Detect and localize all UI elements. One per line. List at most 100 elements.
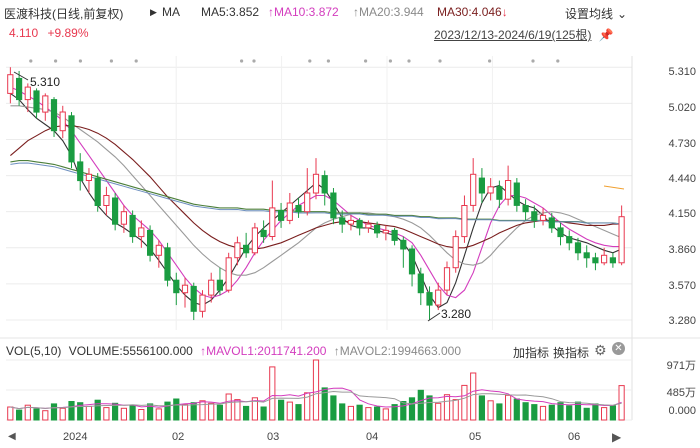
volume-bar xyxy=(164,401,171,421)
candle-body xyxy=(208,279,215,296)
candle-body xyxy=(566,236,573,244)
candle-body xyxy=(304,192,311,213)
event-marker-dot xyxy=(556,59,560,63)
volume-axis-label: 971万 xyxy=(666,360,696,372)
candle-body xyxy=(574,242,582,254)
scroll-left-icon[interactable]: ◀ xyxy=(8,431,16,442)
x-axis-label: 02 xyxy=(172,431,185,443)
candle-body xyxy=(356,219,363,229)
candle-body xyxy=(435,289,442,306)
volume-bar xyxy=(505,394,512,421)
volume-bar xyxy=(496,403,503,421)
volume-bar xyxy=(574,401,582,421)
volume-bar xyxy=(59,407,66,421)
volume-bar xyxy=(391,404,398,421)
event-marker-dot xyxy=(29,59,33,63)
event-marker-dot xyxy=(488,59,492,63)
event-marker-dot xyxy=(407,59,411,63)
annotations: 5.310 3.280 xyxy=(13,71,625,322)
volume-bar xyxy=(443,394,451,421)
volume-bar xyxy=(243,405,250,421)
volume-bar xyxy=(216,404,224,421)
volume-ma-lines xyxy=(10,387,622,410)
candle-body xyxy=(24,86,31,101)
candle-body xyxy=(7,74,14,94)
ma120-line xyxy=(10,162,622,225)
mavol2-line xyxy=(10,390,622,410)
event-marker-dot xyxy=(240,59,244,63)
candle-body xyxy=(33,90,40,113)
candle-body xyxy=(339,217,346,225)
stock-header: 医渡科技(日线,前复权) xyxy=(4,5,123,22)
candle-body xyxy=(592,257,599,264)
candle-body xyxy=(496,186,503,200)
ma-settings-button[interactable]: 设置均线 ⌄ xyxy=(565,5,627,22)
event-marker-dot xyxy=(78,59,82,63)
volume-bar xyxy=(234,399,241,421)
candle-body xyxy=(513,182,520,206)
candle-body xyxy=(164,247,171,281)
volume-bar xyxy=(522,402,529,421)
volume-bar xyxy=(138,409,145,421)
volume-bar xyxy=(461,384,468,421)
ma-settings-label: 设置均线 xyxy=(565,7,614,21)
candle-body xyxy=(85,173,93,182)
candle-body xyxy=(452,236,459,269)
add-indicator-button[interactable]: 加指标 xyxy=(513,346,550,360)
gear-icon[interactable]: ⚙ xyxy=(594,342,607,358)
change-indicator-button[interactable]: 换指标 xyxy=(553,346,590,360)
candle-body xyxy=(391,229,398,241)
candle-body xyxy=(487,186,494,194)
x-axis-label: 2024 xyxy=(63,431,88,443)
event-marker-dot xyxy=(54,59,58,63)
volume-bar xyxy=(24,404,31,421)
candle-body xyxy=(478,177,485,194)
date-range: 2023/12/13-2024/6/19(125根) 📌 xyxy=(434,26,614,43)
event-markers xyxy=(29,59,560,63)
volume-bar xyxy=(426,395,433,421)
candle-body xyxy=(94,177,101,207)
candle-body xyxy=(234,242,241,259)
candle-body xyxy=(251,227,259,254)
candle-body xyxy=(16,77,23,101)
volume-bar xyxy=(181,404,189,421)
mavol1-line xyxy=(10,387,622,410)
play-icon[interactable]: ▶ xyxy=(150,7,157,17)
event-marker-dot xyxy=(109,59,113,63)
candle-body xyxy=(365,223,372,229)
close-icon[interactable]: ✕ xyxy=(612,342,625,355)
volume-bar xyxy=(408,397,416,421)
volume-bar xyxy=(295,404,302,421)
volume-bar xyxy=(103,407,110,421)
scroll-right-icon[interactable]: ▶ xyxy=(612,430,622,444)
candle-body xyxy=(426,292,433,306)
pin-icon[interactable]: 📌 xyxy=(598,28,614,42)
chevron-down-icon: ⌄ xyxy=(617,7,628,21)
event-marker-dot xyxy=(531,59,535,63)
ma30-indicator: MA30:4.046↓ xyxy=(437,5,508,19)
candle-body xyxy=(147,229,154,256)
candle-body xyxy=(601,254,608,264)
candle-body xyxy=(400,239,407,250)
volume-bar xyxy=(478,395,485,421)
candle-body xyxy=(548,217,555,229)
date-range-text: 2023/12/13-2024/6/19(125根) xyxy=(434,28,592,42)
volume-bar xyxy=(286,401,293,421)
candle-body xyxy=(216,279,224,291)
arrow-up-icon: ↑ xyxy=(353,5,359,19)
arrow-up-icon: ↑ xyxy=(268,5,274,19)
candle-body xyxy=(417,273,424,294)
volume-bar xyxy=(155,408,162,421)
candle-body xyxy=(557,227,564,238)
volume-bar xyxy=(50,403,58,421)
candle-body xyxy=(120,211,128,225)
volume-bar xyxy=(548,404,555,421)
candle-body xyxy=(531,211,538,221)
volume-bar xyxy=(147,403,154,421)
candle-body xyxy=(68,115,75,163)
quote: 4.110 +9.89% xyxy=(9,26,89,40)
volume-bar xyxy=(208,402,215,421)
volume-bar xyxy=(94,399,101,421)
mavol1-value: MAVOL1:2011741.200 xyxy=(206,344,327,358)
